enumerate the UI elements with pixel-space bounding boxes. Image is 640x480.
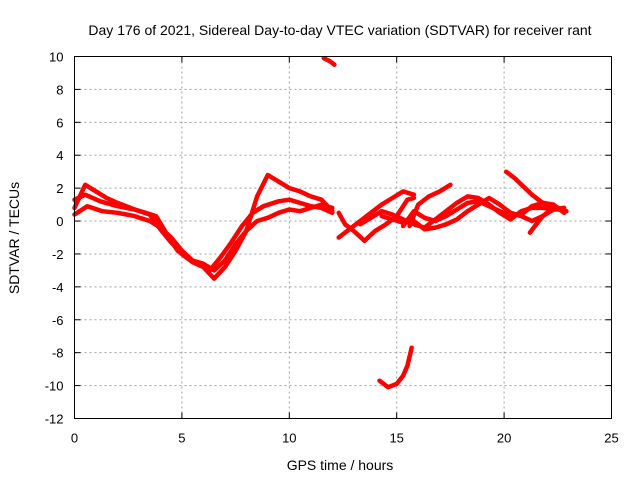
data-series [72, 55, 569, 390]
x-tick-labels: 0 5 10 15 20 25 [71, 431, 619, 446]
y-tick-label: 6 [56, 115, 63, 130]
x-tick-label: 25 [604, 431, 618, 446]
y-tick-label: 8 [56, 82, 63, 97]
y-tick-label: -12 [45, 412, 64, 427]
series-track-9 [407, 182, 453, 229]
plot-frame [74, 56, 612, 419]
y-tick-label: -8 [52, 346, 64, 361]
series-track-2 [72, 182, 335, 273]
y-tick-label: -6 [52, 313, 64, 328]
y-tick-label: 0 [56, 214, 63, 229]
x-tick-label: 15 [389, 431, 403, 446]
y-tick-labels: -12 -10 -8 -6 -4 -2 0 2 4 6 8 10 [45, 50, 64, 427]
series-track-5 [336, 195, 417, 244]
y-tick-label: -2 [52, 247, 64, 262]
x-tick-label: 5 [178, 431, 185, 446]
y-axis-title: SDTVAR / TECUs [6, 182, 22, 294]
y-tick-label: 2 [56, 181, 63, 196]
y-tick-label: 10 [49, 50, 63, 65]
y-tick-label: -10 [45, 379, 64, 394]
chart-title: Day 176 of 2021, Sidereal Day-to-day VTE… [88, 22, 591, 38]
y-tick-label: -4 [52, 280, 64, 295]
series-track-13 [377, 345, 414, 390]
series-track-12 [321, 55, 337, 67]
x-axis-title: GPS time / hours [287, 457, 394, 473]
series-track-8 [400, 199, 567, 229]
gridlines [74, 56, 612, 419]
series-track-11 [527, 208, 552, 235]
x-tick-label: 0 [71, 431, 78, 446]
axis-ticks [74, 56, 612, 419]
y-tick-label: 4 [56, 148, 63, 163]
x-tick-label: 20 [497, 431, 511, 446]
series-track-10 [503, 169, 569, 214]
x-tick-label: 10 [282, 431, 296, 446]
series-track-3 [72, 202, 335, 273]
